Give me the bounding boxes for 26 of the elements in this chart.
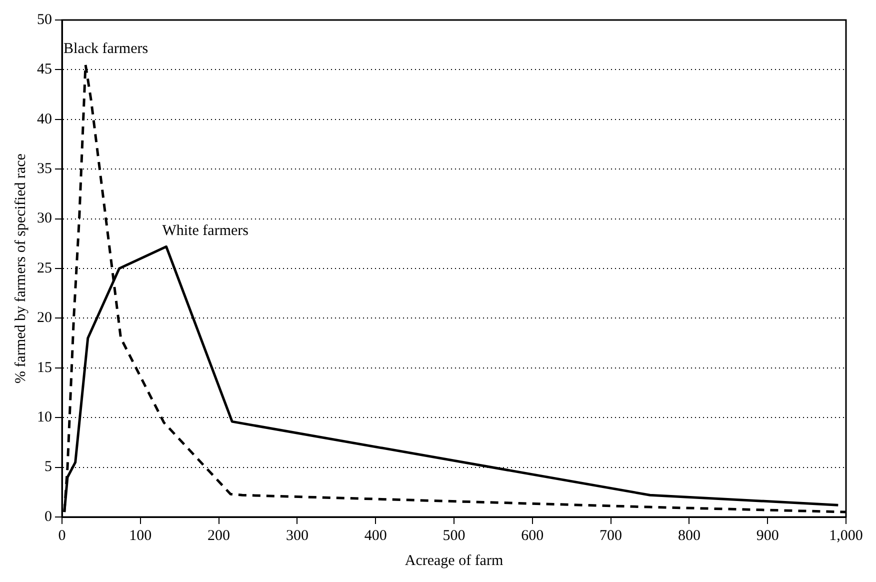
y-tick-label: 25	[37, 260, 52, 276]
x-tick-label: 300	[286, 528, 308, 544]
x-tick-label: 900	[756, 528, 779, 544]
y-tick-label: 0	[44, 508, 52, 525]
series-label: White farmers	[162, 223, 249, 240]
y-tick-label: 15	[37, 360, 52, 376]
y-tick-label: 10	[37, 410, 52, 426]
series-label: Black farmers	[64, 41, 148, 58]
x-tick-label: 600	[521, 528, 544, 544]
x-tick-label: 400	[364, 528, 387, 544]
y-tick-label: 45	[37, 62, 52, 78]
x-tick-label: 700	[600, 528, 622, 544]
x-axis-title: Acreage of farm	[404, 552, 504, 569]
y-axis-title: % farmed by farmers of specified race	[12, 153, 29, 384]
x-tick-label: 0	[58, 528, 66, 544]
y-tick-label: 40	[37, 111, 52, 128]
y-tick-label: 50	[37, 12, 52, 28]
y-tick-label: 20	[37, 310, 52, 326]
x-tick-label: 200	[208, 528, 230, 544]
x-tick-label: 1,000	[829, 528, 863, 544]
y-tick-label: 5	[44, 459, 52, 476]
x-tick-label: 500	[442, 528, 466, 544]
y-tick-label: 35	[37, 161, 52, 178]
x-tick-label: 100	[129, 528, 152, 544]
x-tick-label: 800	[678, 528, 700, 544]
y-tick-label: 30	[37, 210, 52, 227]
